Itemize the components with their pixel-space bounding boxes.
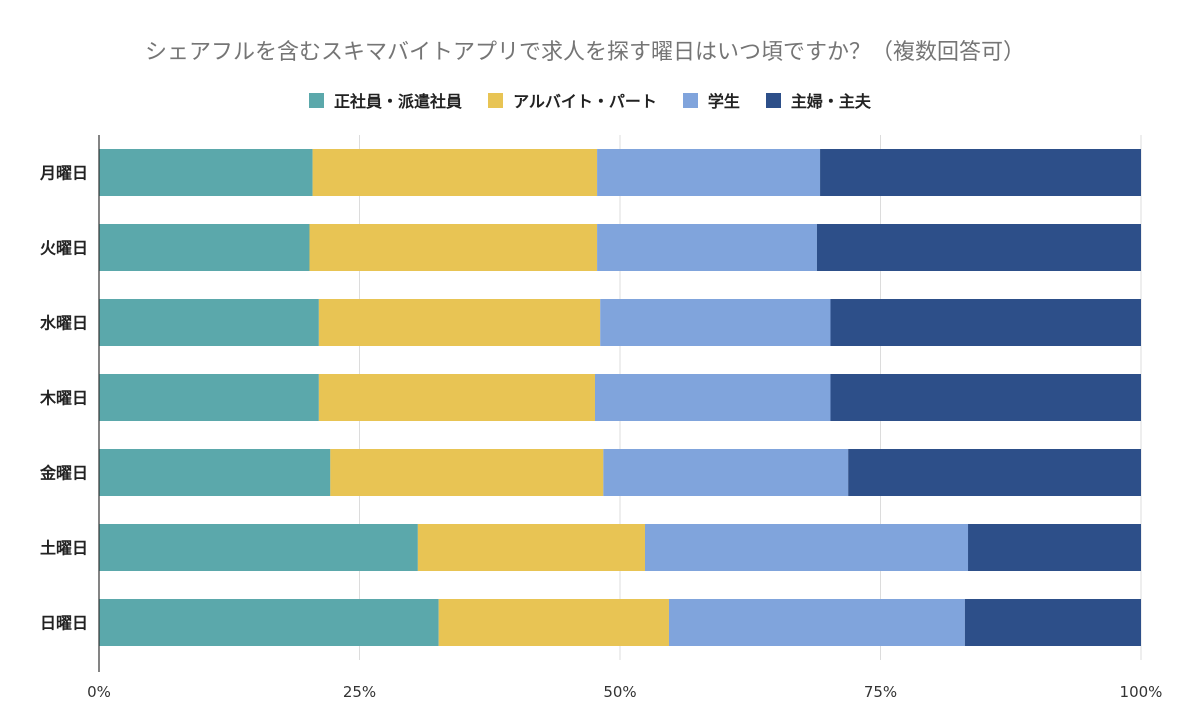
bar-segment	[820, 149, 1141, 196]
bar-segment	[99, 599, 439, 646]
legend-swatch	[309, 92, 325, 108]
category-label: 火曜日	[40, 239, 88, 258]
legend-item: 正社員・派遣社員	[309, 88, 462, 112]
legend-label: アルバイト・パート	[513, 92, 657, 111]
bar-segment	[318, 374, 595, 421]
x-tick-label: 100%	[1120, 683, 1163, 701]
bar-segment	[99, 149, 313, 196]
legend-swatch	[765, 92, 781, 108]
bar-segment	[99, 449, 331, 496]
bar-segment	[417, 524, 646, 571]
legend-item: 主婦・主夫	[765, 88, 871, 112]
legend-item: アルバイト・パート	[488, 88, 657, 112]
bar-segment	[99, 524, 418, 571]
legend-item: 学生	[682, 88, 740, 112]
chart-title: シェアフルを含むスキマバイトアプリで求人を探す曜日はいつ頃ですか？（複数回答可）	[144, 40, 1025, 65]
x-tick-label: 25%	[343, 683, 376, 701]
bar-segment	[597, 149, 821, 196]
x-tick-label: 75%	[864, 683, 897, 701]
legend-label: 学生	[707, 92, 740, 111]
bar-segment	[968, 524, 1141, 571]
bar-segment	[318, 299, 601, 346]
legend: 正社員・派遣社員 アルバイト・パート 学生 主婦・主夫	[0, 88, 1180, 112]
category-label: 水曜日	[40, 314, 88, 333]
bar-segment	[438, 599, 669, 646]
bar-segment	[645, 524, 969, 571]
bar-segment	[668, 599, 965, 646]
bar-segment	[816, 224, 1141, 271]
bar-segment	[830, 299, 1141, 346]
category-label: 金曜日	[39, 464, 88, 483]
bar-segment	[99, 224, 310, 271]
bar-segment	[312, 149, 598, 196]
legend-swatch	[488, 92, 504, 108]
bar-segment	[848, 449, 1141, 496]
legend-label: 正社員・派遣社員	[334, 92, 463, 111]
x-tick-label: 50%	[603, 683, 636, 701]
bar-segment	[603, 449, 849, 496]
bar-segment	[309, 224, 598, 271]
x-tick-label: 0%	[87, 683, 111, 701]
bar-segment	[600, 299, 831, 346]
legend-label: 主婦・主夫	[790, 92, 871, 111]
bar-segment	[594, 374, 831, 421]
bar-segment	[99, 299, 319, 346]
bar-segment	[330, 449, 604, 496]
category-label: 日曜日	[40, 614, 88, 633]
bar-segment	[964, 599, 1141, 646]
category-label: 土曜日	[40, 539, 88, 558]
category-label: 月曜日	[39, 164, 88, 183]
legend-swatch	[682, 92, 698, 108]
bar-segment	[99, 374, 319, 421]
category-label: 木曜日	[39, 389, 88, 408]
bar-segment	[830, 374, 1141, 421]
bar-segment	[597, 224, 817, 271]
